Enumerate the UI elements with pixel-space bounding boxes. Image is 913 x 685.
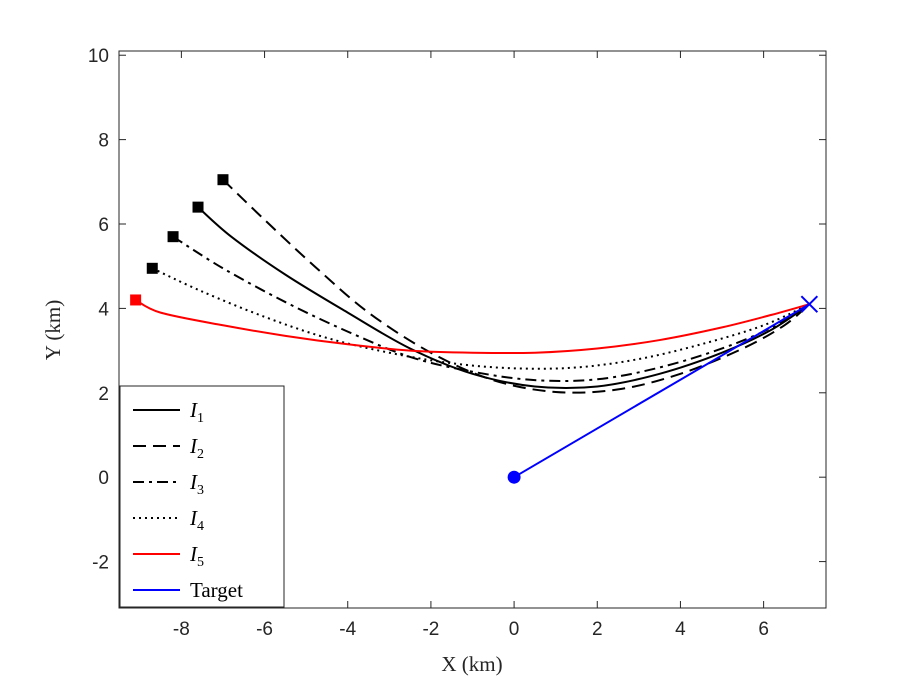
legend-label-subscript: 1 bbox=[197, 411, 204, 426]
y-tick-label: 10 bbox=[88, 46, 109, 67]
x-tick-label: -8 bbox=[173, 619, 190, 640]
legend-label: I5 bbox=[189, 542, 204, 570]
legend-entry: I5 bbox=[133, 542, 204, 570]
legend-entry: Target bbox=[133, 578, 243, 602]
series-line-i1 bbox=[197, 206, 810, 390]
legend-label-main: I bbox=[189, 398, 198, 422]
start-marker-i1 bbox=[192, 201, 204, 213]
y-tick-label: 6 bbox=[98, 215, 109, 236]
series-line-i2 bbox=[222, 178, 811, 394]
legend-label-main: I bbox=[189, 542, 198, 566]
series-line-i3 bbox=[172, 235, 810, 382]
y-tick-label: 4 bbox=[98, 299, 109, 320]
start-marker-i4 bbox=[146, 262, 158, 274]
legend-label: Target bbox=[190, 578, 243, 602]
series-markers-layer bbox=[130, 174, 819, 484]
legend-label: I1 bbox=[189, 398, 204, 426]
start-marker-i3 bbox=[167, 231, 179, 243]
x-tick-label: -4 bbox=[339, 619, 356, 640]
y-tick-label: 8 bbox=[98, 131, 109, 152]
legend-label-subscript: 5 bbox=[197, 555, 204, 570]
legend-entry: I1 bbox=[133, 398, 204, 426]
y-tick-label: 0 bbox=[98, 468, 109, 489]
legend-label-subscript: 4 bbox=[197, 519, 204, 534]
y-axis-label: Y (km) bbox=[41, 300, 65, 360]
x-tick-label: 2 bbox=[592, 619, 603, 640]
legend-entry: I4 bbox=[133, 506, 204, 534]
x-axis-label: X (km) bbox=[441, 652, 502, 676]
legend-label: I2 bbox=[189, 434, 204, 462]
legend-entry: I2 bbox=[133, 434, 204, 462]
series-line-i5 bbox=[135, 299, 810, 355]
legend-label-main: I bbox=[189, 506, 198, 530]
plot-axes-box bbox=[118, 50, 827, 609]
start-marker-target bbox=[507, 470, 521, 484]
legend-label-subscript: 3 bbox=[197, 483, 204, 498]
series-lines-layer bbox=[135, 178, 811, 479]
start-marker-i2 bbox=[217, 174, 229, 186]
start-marker-i5 bbox=[130, 294, 142, 306]
series-line-target bbox=[513, 303, 810, 479]
legend-entry: I3 bbox=[133, 470, 204, 498]
legend-label-subscript: 2 bbox=[197, 447, 204, 462]
x-tick-label: 0 bbox=[509, 619, 520, 640]
x-tick-label: 4 bbox=[675, 619, 686, 640]
y-tick-label: 2 bbox=[98, 384, 109, 405]
x-tick-label: -6 bbox=[256, 619, 273, 640]
y-tick-label: -2 bbox=[92, 553, 109, 574]
legend-box bbox=[119, 385, 285, 608]
legend-label: I4 bbox=[189, 506, 204, 534]
legend-label-main: I bbox=[189, 434, 198, 458]
legend-label-main: I bbox=[189, 470, 198, 494]
axis-ticks-layer: -8 -6 -4 -2 0 2 4 6 -2 0 2 4 6 8 10 bbox=[88, 46, 826, 640]
x-tick-label: -2 bbox=[422, 619, 439, 640]
x-tick-label: 6 bbox=[758, 619, 769, 640]
end-marker-target bbox=[800, 295, 819, 313]
series-line-i4 bbox=[151, 267, 810, 370]
legend-label: I3 bbox=[189, 470, 204, 498]
